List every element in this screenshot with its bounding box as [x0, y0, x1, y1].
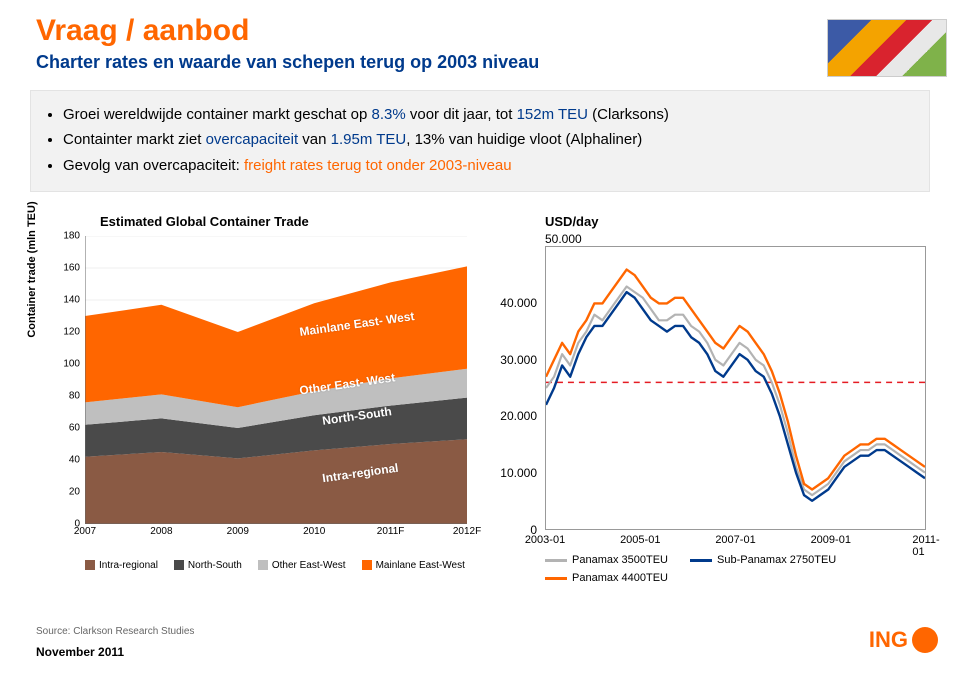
right-chart-ytitle: USD/day	[545, 214, 598, 229]
ing-lion-icon	[912, 627, 938, 653]
bullet-2: Containter markt ziet overcapaciteit van…	[63, 128, 915, 151]
bullet-1: Groei wereldwijde container markt gescha…	[63, 103, 915, 126]
right-chart-legend: Panamax 3500TEUSub-Panamax 2750TEUPanama…	[545, 554, 926, 584]
left-chart-title: Estimated Global Container Trade	[100, 214, 309, 229]
right-chart: USD/day 50.000 40.00030.00020.00010.0000…	[489, 214, 930, 584]
bullets-list: Groei wereldwijde container markt gescha…	[45, 103, 915, 177]
right-chart-xticks: 2003-012005-012007-012009-012011-01	[545, 534, 926, 548]
ing-logo: ING	[869, 627, 938, 653]
page-title: Vraag / aanbod	[36, 14, 249, 48]
left-chart: Estimated Global Container Trade Contain…	[30, 214, 471, 584]
left-chart-xticks: 20072008200920102011F2012F	[85, 526, 467, 540]
left-chart-yticks: 020406080100120140160180	[58, 236, 82, 524]
ing-logo-text: ING	[869, 627, 908, 653]
right-chart-plot	[545, 246, 926, 530]
left-chart-plot: Mainlane East- WestOther East- WestNorth…	[85, 236, 467, 524]
source-text: Source: Clarkson Research Studies	[36, 626, 194, 637]
left-chart-legend: Intra-regionalNorth-SouthOther East-West…	[85, 546, 467, 584]
left-chart-ylabel: Container trade (mln TEU)	[26, 201, 38, 337]
header-image	[828, 20, 946, 76]
bullets-panel: Groei wereldwijde container markt gescha…	[30, 90, 930, 192]
date-text: November 2011	[36, 645, 124, 659]
bullet-3: Gevolg van overcapaciteit: freight rates…	[63, 154, 915, 177]
right-chart-ymax: 50.000	[545, 232, 582, 246]
page-subtitle: Charter rates en waarde van schepen teru…	[36, 52, 539, 73]
right-chart-yticks: 40.00030.00020.00010.0000	[501, 246, 541, 530]
